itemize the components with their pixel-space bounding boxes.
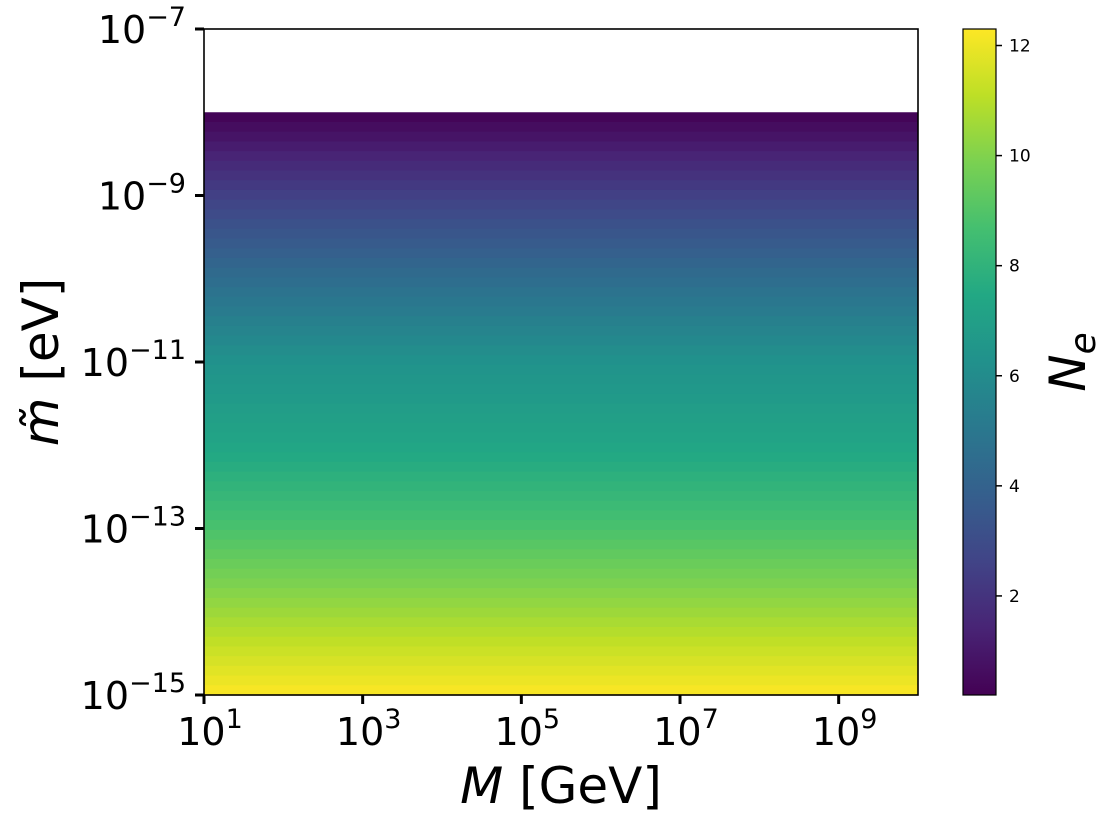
heatmap-band bbox=[204, 403, 918, 414]
heatmap-band bbox=[204, 549, 918, 560]
heatmap-band bbox=[204, 461, 918, 473]
x-axis-label-var: M bbox=[460, 757, 503, 815]
x-tick-label: 105 bbox=[495, 704, 561, 754]
heatmap-band bbox=[204, 345, 918, 356]
heatmap-band bbox=[204, 267, 918, 278]
heatmap-band bbox=[204, 636, 918, 648]
heatmap-band bbox=[204, 160, 918, 172]
x-axis-ticks: 101 103 105 107 109 bbox=[177, 695, 877, 754]
heatmap-band bbox=[204, 355, 918, 366]
heatmap-band bbox=[204, 442, 918, 453]
heatmap-band bbox=[204, 413, 918, 424]
colorbar-gradient bbox=[962, 28, 997, 696]
x-tick-label: 109 bbox=[812, 704, 878, 754]
colorbar-tick-label: 12 bbox=[1009, 37, 1031, 57]
x-tick-label: 107 bbox=[653, 704, 719, 754]
heatmap-band bbox=[204, 238, 918, 249]
x-axis-label-unit: [GeV] bbox=[503, 757, 662, 815]
colorbar-ticks: 2 4 6 8 10 12 bbox=[996, 37, 1031, 607]
heatmap-band bbox=[204, 491, 918, 502]
x-tick-label: 101 bbox=[177, 704, 243, 754]
colorbar-label: Ne bbox=[1039, 332, 1104, 392]
heatmap-band bbox=[204, 287, 918, 298]
heatmap-band bbox=[204, 578, 918, 589]
heatmap-band bbox=[204, 384, 918, 395]
y-axis-label: m̃ [eV] bbox=[12, 278, 70, 447]
y-tick-label: 10−13 bbox=[81, 502, 186, 552]
heatmap-band bbox=[204, 151, 918, 162]
heatmap-band bbox=[204, 500, 918, 512]
heatmap-band bbox=[204, 228, 918, 240]
heatmap-band bbox=[204, 316, 918, 327]
heatmap-band bbox=[204, 452, 918, 463]
x-tick-label: 103 bbox=[336, 704, 402, 754]
heatmap-band bbox=[204, 423, 918, 434]
heatmap-band bbox=[204, 627, 918, 638]
heatmap-band bbox=[204, 656, 918, 667]
heatmap-band bbox=[204, 529, 918, 541]
heatmap-band bbox=[204, 568, 918, 580]
heatmap-band bbox=[204, 364, 918, 376]
heatmap-band bbox=[204, 481, 918, 492]
heatmap-band bbox=[204, 199, 918, 210]
heatmap-band bbox=[204, 588, 918, 599]
y-tick-label: 10−7 bbox=[98, 2, 186, 52]
heatmap-band bbox=[204, 296, 918, 308]
y-axis-label-var: m̃ bbox=[12, 398, 70, 447]
heatmap-band bbox=[204, 335, 918, 346]
heatmap-band bbox=[204, 471, 918, 482]
heatmap-band bbox=[204, 617, 918, 628]
heatmap-band bbox=[204, 257, 918, 269]
heatmap-band bbox=[204, 539, 918, 550]
heatmap-band bbox=[204, 248, 918, 259]
heatmap-band bbox=[204, 607, 918, 618]
heatmap-band bbox=[204, 597, 918, 609]
heatmap-band bbox=[204, 141, 918, 152]
heatmap-band bbox=[204, 665, 918, 677]
colorbar-tick-label: 6 bbox=[1009, 367, 1020, 387]
y-tick-label: 10−9 bbox=[98, 169, 186, 219]
heatmap-band bbox=[204, 180, 918, 191]
heatmap-band bbox=[204, 209, 918, 220]
y-tick-label: 10−15 bbox=[81, 668, 186, 718]
heatmap-band bbox=[204, 675, 918, 686]
heatmap-band bbox=[204, 121, 918, 133]
heatmap-band bbox=[204, 306, 918, 317]
heatmap-band bbox=[204, 219, 918, 230]
heatmap-band bbox=[204, 559, 918, 570]
colorbar-label-var: N bbox=[1039, 354, 1097, 391]
x-axis-label: M [GeV] bbox=[460, 757, 662, 815]
y-tick-label: 10−11 bbox=[81, 335, 186, 385]
heatmap-band bbox=[204, 325, 918, 337]
heatmap-band bbox=[204, 646, 918, 657]
colorbar-tick-label: 8 bbox=[1009, 257, 1020, 277]
heatmap-band bbox=[204, 112, 918, 123]
y-axis-ticks: 10−15 10−13 10−11 10−9 10−7 bbox=[81, 2, 204, 718]
plot-area bbox=[203, 28, 919, 696]
colorbar-tick-label: 2 bbox=[1009, 587, 1020, 607]
colorbar-tick-label: 10 bbox=[1009, 147, 1031, 167]
heatmap bbox=[204, 112, 918, 696]
heatmap-band bbox=[204, 520, 918, 531]
heatmap-band bbox=[204, 131, 918, 142]
heatmap-band bbox=[204, 277, 918, 288]
heatmap-band bbox=[204, 374, 918, 385]
heatmap-band bbox=[204, 510, 918, 521]
heatmap-band bbox=[204, 189, 918, 201]
colorbar-tick-label: 4 bbox=[1009, 477, 1020, 497]
colorbar-label-sub: e bbox=[1063, 332, 1104, 354]
heatmap-band bbox=[204, 393, 918, 405]
heatmap-band bbox=[204, 432, 918, 444]
heatmap-band bbox=[204, 170, 918, 181]
y-axis-label-unit: [eV] bbox=[12, 278, 70, 398]
heatmap-band bbox=[204, 685, 918, 696]
colorbar: 2 4 6 8 10 12 Ne bbox=[962, 28, 1104, 696]
